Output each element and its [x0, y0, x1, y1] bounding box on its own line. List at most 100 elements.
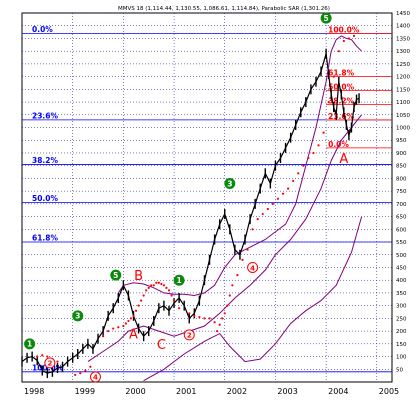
sar-dot	[79, 371, 82, 375]
wave-label-circle	[183, 329, 195, 341]
wave-label-circle	[320, 12, 332, 24]
sar-dot	[307, 156, 310, 160]
sar-dot	[167, 289, 171, 292]
x-tick-label: 1998	[24, 387, 44, 396]
sar-dot	[129, 317, 133, 320]
y-tick-label: 1000	[396, 126, 410, 132]
sar-dot	[124, 322, 128, 325]
sar-dot	[140, 299, 143, 302]
y-tick-label: 150	[396, 342, 407, 348]
sar-dot	[150, 284, 153, 287]
chart-title: MMVS 18 (1,114.44, 1,130.55, 1,086.61, 1…	[118, 6, 330, 12]
y-tick-label: 200	[396, 329, 407, 335]
y-tick-label: 850	[396, 164, 407, 170]
sar-dot	[198, 316, 201, 319]
y-tick-label: 650	[396, 215, 407, 221]
sar-dot	[337, 50, 340, 53]
sar-dot	[134, 309, 138, 312]
sar-dot	[322, 131, 325, 134]
y-tick-label: 350	[396, 291, 407, 297]
sar-dot	[157, 281, 160, 284]
sar-dot	[178, 307, 181, 310]
wave-label: 4	[250, 264, 255, 272]
sar-dot	[256, 218, 259, 221]
sar-dot	[127, 319, 130, 323]
sar-dot	[317, 144, 320, 147]
sar-dot	[137, 304, 140, 307]
sar-dot	[302, 164, 305, 167]
sar-dot	[218, 323, 221, 326]
sar-dot	[89, 365, 92, 368]
y-tick-label: 900	[396, 151, 407, 157]
sar-dot	[112, 327, 115, 330]
x-tick-label: 2003	[277, 387, 297, 396]
fib-level-label: 38.2%	[32, 156, 59, 165]
wave-label: A	[339, 152, 348, 167]
y-tick-label: 250	[396, 316, 407, 322]
sar-dot	[327, 100, 330, 104]
sar-dot	[117, 326, 120, 329]
sar-dot	[188, 312, 191, 315]
wave-label-circle	[89, 371, 101, 383]
sar-dot	[46, 355, 49, 358]
y-tick-label: 1100	[396, 100, 410, 106]
sar-dot	[122, 324, 125, 328]
wave-label-circle	[24, 338, 36, 350]
wave-label-circle	[224, 178, 236, 190]
sar-dot	[160, 282, 163, 286]
sar-dot	[352, 34, 356, 38]
x-tick-label: 1999	[75, 387, 95, 396]
fib-level-label: 0.0%	[32, 25, 53, 34]
sar-dot	[347, 37, 351, 40]
sar-dot	[155, 281, 158, 284]
y-tick-label: 1450	[396, 11, 410, 17]
sar-dot	[251, 228, 254, 231]
wave-label: 2	[47, 360, 52, 368]
sar-dot	[193, 314, 196, 317]
sar-dot	[342, 39, 345, 43]
sar-dot	[132, 314, 135, 317]
sar-dot	[223, 312, 226, 315]
y-tick-label: 1350	[396, 36, 410, 42]
fib-level-label: 50.0%	[32, 194, 59, 203]
wave-label: 5	[324, 14, 329, 23]
sar-dot	[165, 286, 168, 289]
y-tick-label: 950	[396, 138, 407, 144]
sar-dot	[246, 248, 249, 251]
sar-dot	[142, 294, 145, 297]
sar-dot	[74, 373, 77, 376]
sar-dot	[208, 317, 211, 320]
y-tick-label: 1200	[396, 75, 410, 81]
wave-label-circle	[110, 269, 122, 281]
wave-label: 3	[75, 312, 80, 321]
plot-frame	[21, 12, 393, 383]
y-tick-label: 1150	[396, 87, 410, 93]
sar-dot	[281, 192, 285, 195]
y-tick-label: 50	[396, 367, 403, 373]
wave-label: 2	[187, 332, 192, 340]
fib-level-label: 61.8%	[32, 234, 59, 243]
x-tick-label: 2004	[328, 387, 348, 396]
sar-dot	[292, 179, 295, 183]
x-tick-label: 2005	[379, 387, 399, 396]
y-tick-label: 1050	[396, 113, 410, 119]
sar-dot	[84, 369, 87, 372]
sar-dot	[266, 207, 269, 211]
wave-label: 5	[113, 271, 118, 280]
sar-dot	[216, 330, 219, 333]
sar-dot	[147, 286, 150, 289]
wave-label-circle	[72, 310, 84, 322]
y-tick-label: 1250	[396, 62, 410, 68]
wave-label: 4	[93, 374, 98, 382]
wave-label: A	[129, 328, 138, 343]
wave-label-circle	[173, 274, 185, 286]
series-line-lower-envelope	[143, 216, 363, 382]
sar-dot	[107, 330, 110, 333]
sar-dot	[56, 360, 59, 363]
sar-dot	[41, 354, 44, 357]
y-tick-label: 450	[396, 265, 407, 271]
y-tick-label: 1300	[396, 49, 410, 55]
y-tick-label: 400	[396, 278, 407, 284]
sar-dot	[162, 284, 166, 287]
x-tick-label: 2000	[125, 387, 145, 396]
